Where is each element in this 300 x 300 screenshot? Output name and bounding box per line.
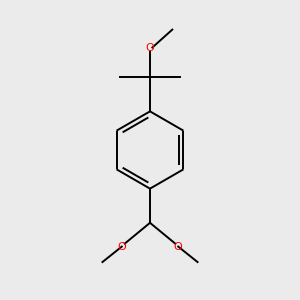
Text: O: O — [146, 43, 154, 53]
Text: O: O — [117, 242, 126, 252]
Text: O: O — [174, 242, 183, 252]
